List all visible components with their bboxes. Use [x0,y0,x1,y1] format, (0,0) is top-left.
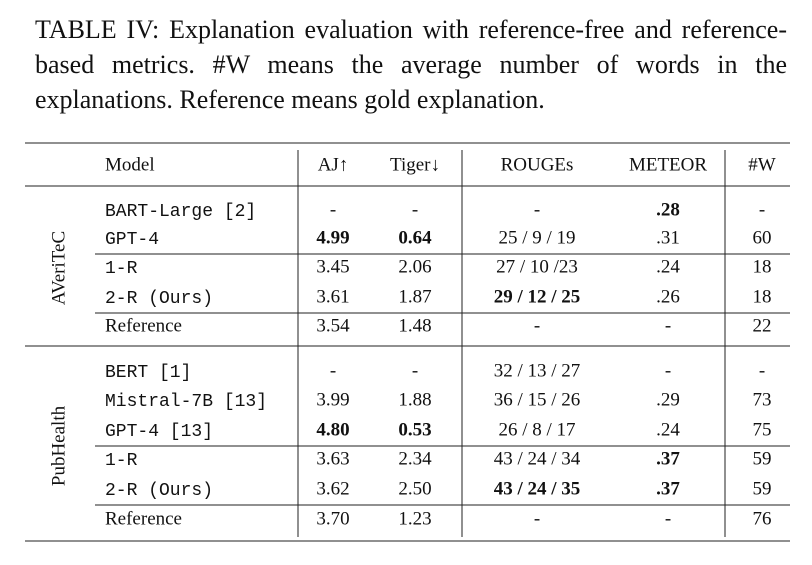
table-cell: 1.87 [398,286,431,307]
table-cell: 2.06 [398,256,431,277]
table-cell: 18 [753,286,772,307]
table-cell: Mistral-7B [13] [105,392,267,412]
table-cell: - [665,508,671,529]
table-cell: 1.48 [398,315,431,336]
table-cell: Reference [105,315,182,336]
table-cell: 1.23 [398,508,431,529]
header-cell: #W [748,154,776,175]
table-cell: 2.34 [398,448,432,469]
table-cell: 0.53 [398,419,431,440]
header-cell: METEOR [629,154,707,175]
table-cell: 26 / 8 / 17 [498,419,575,440]
table-cell: .24 [656,256,680,277]
table-cell: 73 [753,389,772,410]
table-cell: 32 / 13 / 27 [494,360,581,381]
table-cell: - [412,199,418,220]
table-cell: .37 [656,448,680,469]
table-cell: BART-Large [2] [105,202,256,222]
table-cell: 3.62 [316,478,349,499]
table-cell: 22 [753,315,772,336]
table-cell: 3.70 [316,508,349,529]
table-cell: - [534,199,540,220]
table-cell: 2.50 [398,478,431,499]
header-cell: AJ↑ [318,154,349,175]
table-cell: 3.63 [316,448,349,469]
table-cell: BERT [1] [105,363,191,383]
table-cell: - [665,360,671,381]
table-cell: 4.99 [316,227,349,248]
header-cell: ROUGEs [501,154,574,175]
table-cell: - [412,360,418,381]
table-cell: - [665,315,671,336]
table-cell: 25 / 9 / 19 [498,227,575,248]
table-cell: 76 [753,508,772,529]
table-cell: GPT-4 [105,230,159,250]
table-cell: GPT-4 [13] [105,422,213,442]
table-cell: 1-R [105,259,138,279]
group-label: AVeriTeC [48,231,69,305]
table-cell: 75 [753,419,772,440]
table-cell: - [759,360,765,381]
table-cell: .24 [656,419,680,440]
table-cell: .26 [656,286,680,307]
table-cell: .37 [656,478,680,499]
header-cell: Tiger↓ [390,154,440,175]
table-cell: .28 [656,199,680,220]
table-cell: 4.80 [316,419,349,440]
header-cell: Model [105,154,155,175]
table-cell: - [330,360,336,381]
table-cell: 59 [753,478,772,499]
table-cell: 2-R (Ours) [105,481,213,501]
table-cell: 3.54 [316,315,350,336]
table-cell: 36 / 15 / 26 [494,389,581,410]
table-cell: 3.45 [316,256,349,277]
table-cell: .31 [656,227,680,248]
table-cell: 3.61 [316,286,349,307]
table-cell: 2-R (Ours) [105,289,213,309]
table-cell: 43 / 24 / 34 [494,448,581,469]
table-cell: 60 [753,227,772,248]
table-cell: - [534,315,540,336]
table-cell: - [759,199,765,220]
table-caption: TABLE IV: Explanation evaluation with re… [35,15,787,114]
table-cell: 29 / 12 / 25 [494,286,581,307]
table-cell: Reference [105,508,182,529]
table-cell: 18 [753,256,772,277]
table-cell: 0.64 [398,227,432,248]
table-cell: 59 [753,448,772,469]
table-cell: - [534,508,540,529]
table-cell: .29 [656,389,680,410]
group-label: PubHealth [48,405,69,486]
table-cell: 3.99 [316,389,349,410]
table-cell: - [330,199,336,220]
table-cell: 43 / 24 / 35 [494,478,581,499]
table-cell: 27 / 10 /23 [496,256,578,277]
table-cell: 1.88 [398,389,431,410]
table-cell: 1-R [105,451,138,471]
